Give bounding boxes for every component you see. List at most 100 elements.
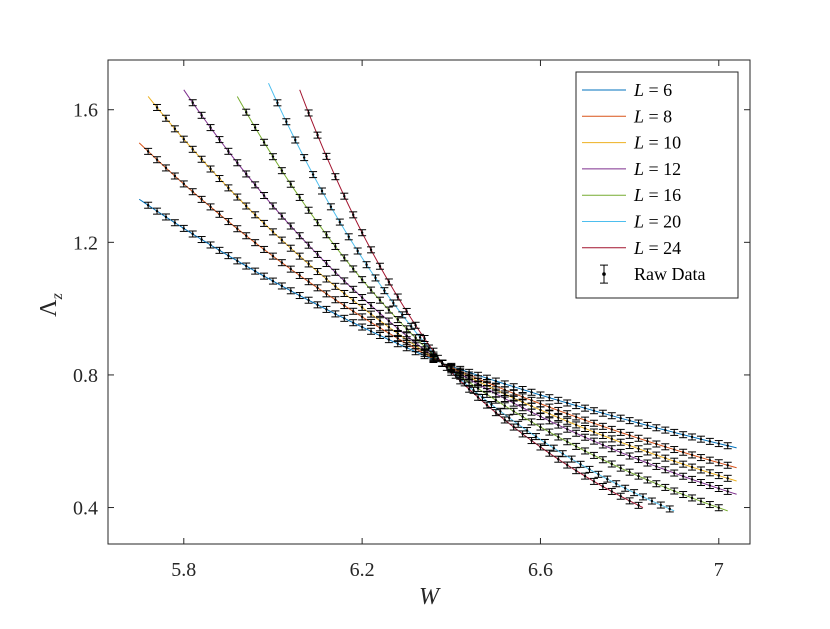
raw-data-point bbox=[295, 292, 304, 300]
raw-data-point bbox=[170, 219, 179, 227]
raw-data-point bbox=[393, 293, 402, 301]
raw-data-point bbox=[563, 438, 572, 446]
raw-data-point bbox=[358, 303, 367, 311]
raw-data-point bbox=[705, 437, 714, 445]
raw-data-point bbox=[482, 401, 491, 409]
raw-data-point bbox=[242, 232, 251, 240]
raw-data-point bbox=[536, 406, 545, 414]
raw-data-point bbox=[509, 389, 518, 397]
raw-data-point bbox=[344, 233, 353, 241]
raw-data-point bbox=[367, 310, 376, 318]
raw-data-point bbox=[179, 135, 188, 143]
raw-data-point bbox=[670, 428, 679, 436]
raw-data-point bbox=[286, 287, 295, 295]
raw-data-point bbox=[197, 195, 206, 203]
legend-label: L = 10 bbox=[633, 133, 681, 153]
raw-data-point bbox=[696, 497, 705, 505]
raw-data-point bbox=[536, 423, 545, 431]
raw-data-point bbox=[407, 322, 416, 330]
raw-data-point bbox=[242, 170, 251, 178]
raw-data-point bbox=[268, 277, 277, 285]
raw-data-point bbox=[607, 412, 616, 420]
raw-data-point bbox=[367, 286, 376, 294]
raw-data-point bbox=[304, 206, 313, 214]
raw-data-point bbox=[523, 427, 532, 435]
raw-data-point bbox=[273, 99, 282, 107]
raw-data-point bbox=[496, 407, 505, 415]
raw-data-point bbox=[188, 99, 197, 107]
raw-data-point bbox=[153, 207, 162, 215]
raw-data-point bbox=[647, 497, 656, 505]
raw-data-point bbox=[491, 377, 500, 385]
raw-data-point bbox=[509, 399, 518, 407]
raw-data-point bbox=[161, 164, 170, 172]
raw-data-point bbox=[643, 459, 652, 467]
raw-data-point bbox=[661, 454, 670, 462]
raw-data-point bbox=[572, 413, 581, 421]
raw-data-point bbox=[500, 395, 509, 403]
raw-data-point bbox=[661, 443, 670, 451]
y-tick-label: 1.2 bbox=[73, 232, 98, 254]
raw-data-point bbox=[304, 241, 313, 249]
raw-data-point bbox=[696, 454, 705, 462]
raw-data-point bbox=[616, 448, 625, 456]
raw-data-points bbox=[144, 99, 732, 513]
raw-data-point bbox=[375, 262, 384, 270]
raw-data-point bbox=[505, 414, 514, 422]
axis-ticks bbox=[108, 60, 750, 544]
raw-data-point bbox=[536, 413, 545, 421]
y-tick-label: 1.6 bbox=[73, 100, 98, 122]
raw-data-point bbox=[661, 466, 670, 474]
raw-data-point bbox=[581, 472, 590, 480]
raw-data-point bbox=[670, 469, 679, 477]
raw-data-point bbox=[353, 247, 362, 255]
raw-data-point bbox=[643, 448, 652, 456]
raw-data-point bbox=[233, 225, 242, 233]
raw-data-point bbox=[349, 211, 358, 219]
raw-data-point bbox=[723, 442, 732, 450]
raw-data-point bbox=[153, 103, 162, 111]
raw-data-point bbox=[442, 363, 451, 371]
raw-data-point bbox=[679, 448, 688, 456]
raw-data-point bbox=[585, 465, 594, 473]
raw-data-point bbox=[598, 441, 607, 449]
raw-data-point bbox=[282, 118, 291, 126]
raw-data-point bbox=[634, 456, 643, 464]
raw-data-point bbox=[607, 445, 616, 453]
raw-data-point bbox=[215, 246, 224, 254]
raw-data-point bbox=[170, 172, 179, 180]
raw-data-point bbox=[371, 274, 380, 282]
raw-data-point bbox=[563, 399, 572, 407]
raw-data-point bbox=[487, 401, 496, 409]
raw-data-point bbox=[322, 259, 331, 267]
raw-data-point bbox=[696, 466, 705, 474]
raw-data-point bbox=[402, 332, 411, 340]
raw-data-point bbox=[634, 434, 643, 442]
raw-data-point bbox=[518, 413, 527, 421]
raw-data-point bbox=[652, 462, 661, 470]
raw-data-point bbox=[188, 188, 197, 196]
raw-data-point bbox=[518, 404, 527, 412]
raw-data-point bbox=[558, 450, 567, 458]
raw-data-point bbox=[251, 239, 260, 247]
raw-data-point bbox=[233, 193, 242, 201]
raw-data-point bbox=[572, 442, 581, 450]
raw-data-point bbox=[322, 231, 331, 239]
raw-data-point bbox=[215, 175, 224, 183]
raw-data-point bbox=[215, 136, 224, 144]
raw-data-point bbox=[215, 210, 224, 218]
raw-data-point bbox=[384, 278, 393, 286]
raw-data-point bbox=[358, 294, 367, 302]
raw-data-point bbox=[594, 470, 603, 478]
raw-data-point bbox=[224, 184, 233, 192]
raw-data-point bbox=[322, 152, 331, 160]
raw-data-point bbox=[581, 447, 590, 455]
raw-data-point bbox=[161, 114, 170, 122]
raw-data-point bbox=[295, 252, 304, 260]
raw-data-point bbox=[340, 314, 349, 322]
raw-data-point bbox=[625, 452, 634, 460]
raw-data-point bbox=[384, 317, 393, 325]
raw-data-point bbox=[581, 424, 590, 432]
raw-data-point bbox=[714, 504, 723, 512]
raw-data-point bbox=[581, 416, 590, 424]
